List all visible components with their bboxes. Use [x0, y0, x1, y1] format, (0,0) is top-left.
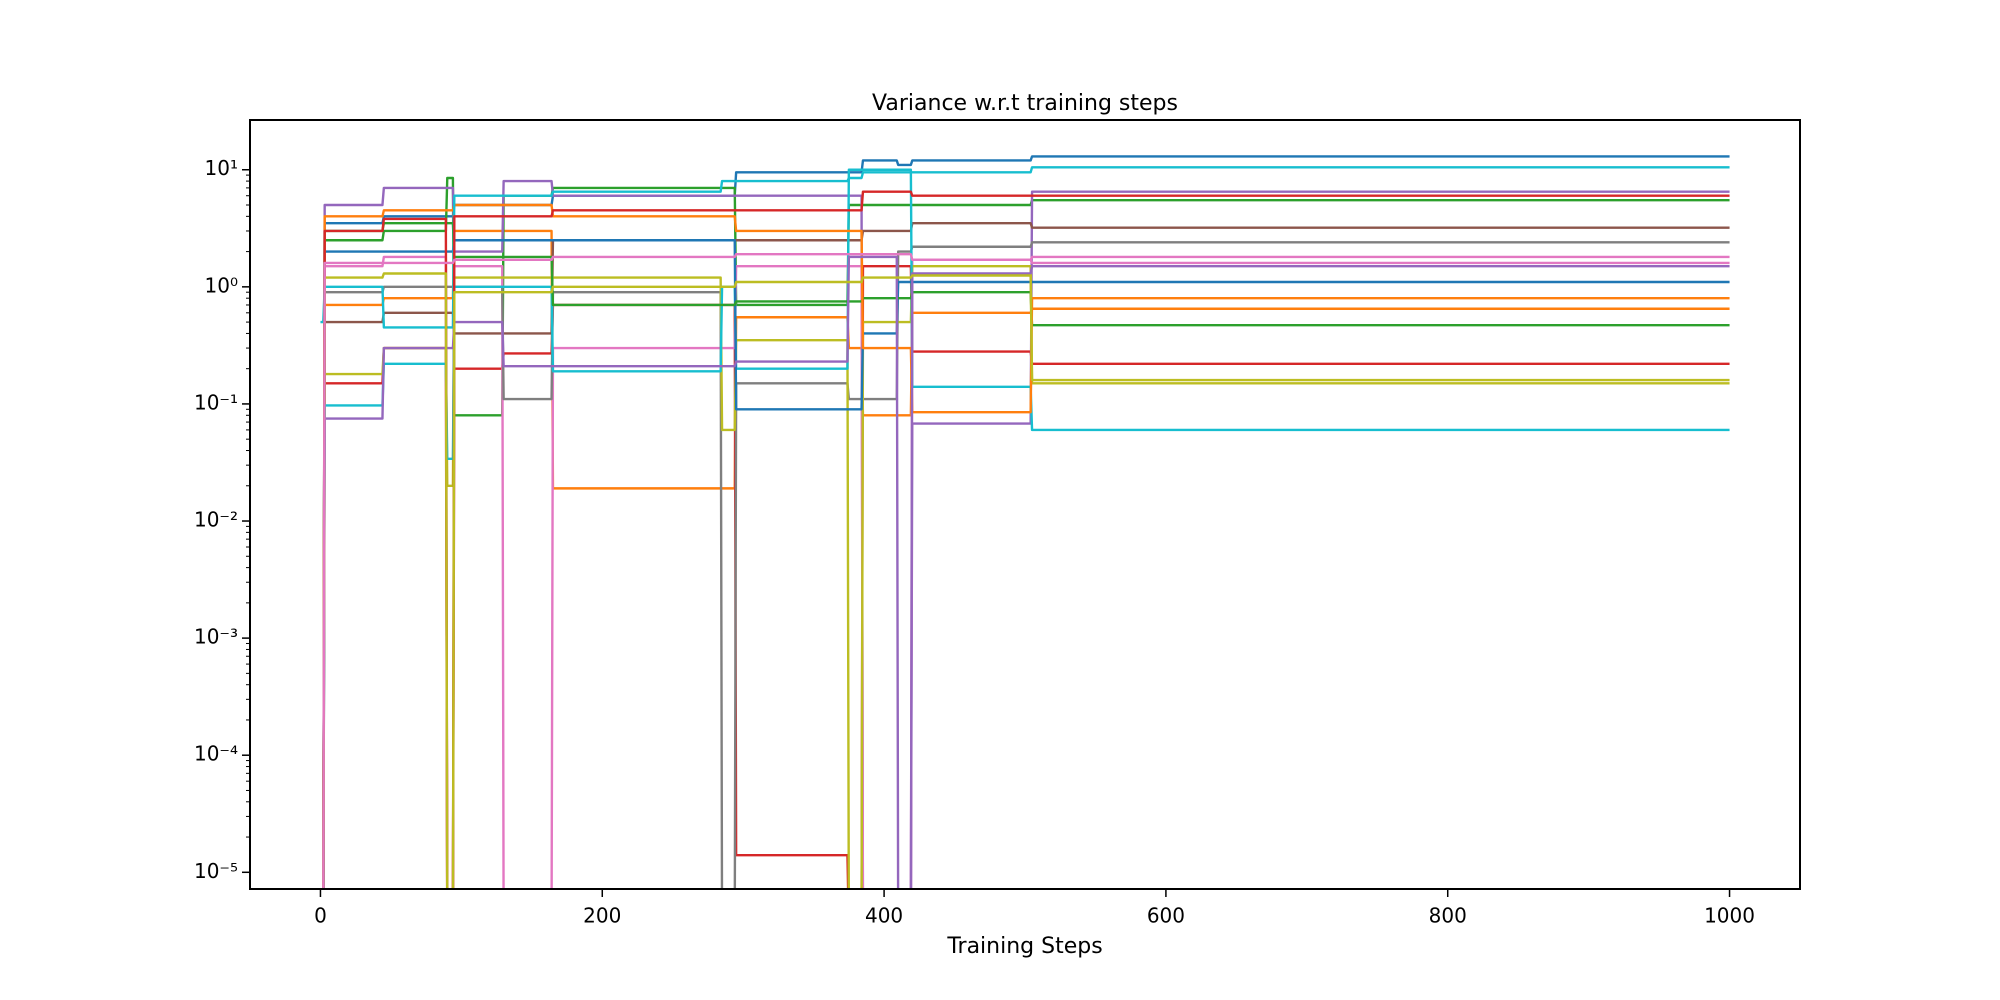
x-axis-label: Training Steps [946, 934, 1102, 959]
x-tick-label: 600 [1147, 904, 1185, 928]
x-tick-label: 800 [1429, 904, 1467, 928]
data-line [322, 265, 1730, 889]
data-line [322, 253, 1730, 889]
y-tick-label: 10¹ [205, 156, 238, 180]
data-line [322, 239, 1730, 889]
data-line [322, 255, 1730, 889]
data-line [322, 229, 1730, 889]
data-line [320, 166, 1730, 329]
data-line [322, 179, 1730, 889]
x-tick-label: 0 [314, 904, 327, 928]
chart-title: Variance w.r.t training steps [872, 91, 1178, 116]
x-tick-label: 400 [865, 904, 903, 928]
plot-frame [249, 119, 1801, 890]
data-line [322, 190, 1730, 889]
plot-lines [320, 155, 1730, 889]
data-line [322, 255, 1730, 889]
y-tick-label: 10⁻² [194, 508, 238, 532]
x-tick-label: 1000 [1704, 904, 1755, 928]
y-tick-label: 10⁰ [205, 273, 238, 297]
data-line [322, 203, 1730, 889]
data-line [322, 176, 1730, 889]
x-tick-label: 200 [583, 904, 621, 928]
y-tick-label: 10⁻⁴ [194, 742, 238, 766]
y-tick-label: 10⁻³ [194, 625, 238, 649]
y-tick-label: 10⁻¹ [194, 390, 238, 414]
y-tick-label: 10⁻⁵ [194, 859, 238, 883]
data-line [322, 272, 1730, 889]
